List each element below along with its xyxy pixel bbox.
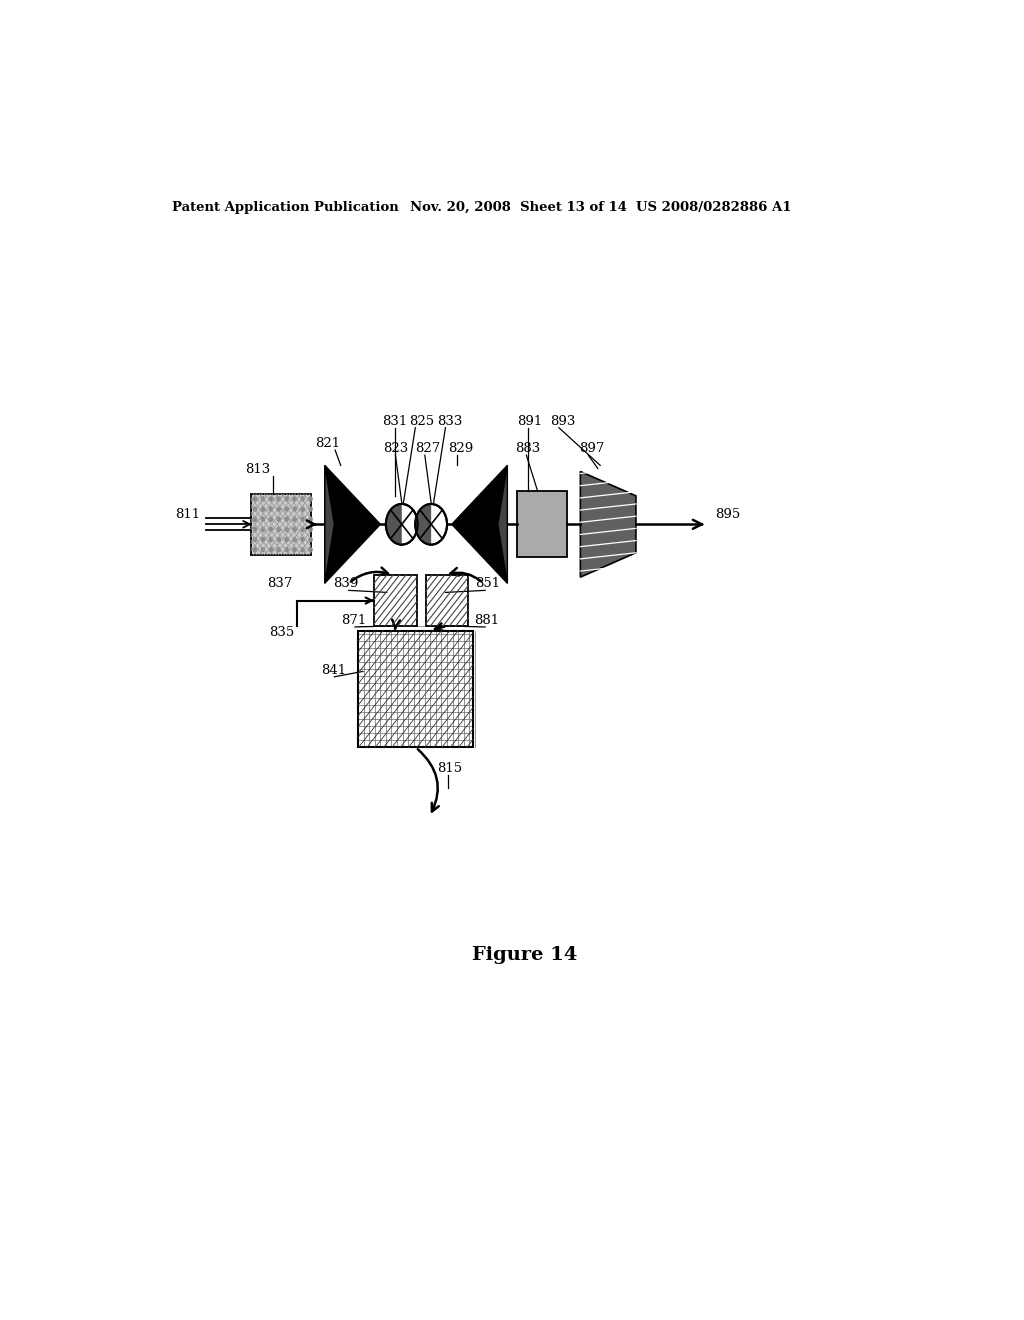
Circle shape: [285, 528, 289, 532]
Circle shape: [269, 507, 272, 511]
Circle shape: [285, 537, 289, 541]
Bar: [251, 494, 310, 554]
Text: 811: 811: [176, 508, 201, 521]
Polygon shape: [498, 466, 507, 583]
Circle shape: [309, 528, 312, 532]
Text: 883: 883: [515, 442, 541, 455]
Polygon shape: [581, 471, 636, 577]
Circle shape: [293, 537, 296, 541]
Text: 871: 871: [341, 614, 366, 627]
Circle shape: [278, 548, 281, 552]
Circle shape: [253, 496, 257, 500]
Text: US 2008/0282886 A1: US 2008/0282886 A1: [636, 201, 792, 214]
Bar: [517, 491, 567, 557]
Circle shape: [253, 517, 257, 521]
Circle shape: [285, 548, 289, 552]
Circle shape: [285, 517, 289, 521]
Polygon shape: [325, 466, 380, 583]
Circle shape: [269, 548, 272, 552]
Circle shape: [293, 507, 296, 511]
Text: 851: 851: [475, 577, 501, 590]
Circle shape: [278, 528, 281, 532]
Text: 881: 881: [474, 614, 499, 627]
Text: 897: 897: [579, 442, 604, 455]
Circle shape: [261, 537, 264, 541]
Text: 839: 839: [333, 577, 358, 590]
Circle shape: [301, 548, 304, 552]
Text: Patent Application Publication: Patent Application Publication: [172, 201, 398, 214]
Text: 829: 829: [447, 442, 473, 455]
Circle shape: [285, 496, 289, 500]
Circle shape: [278, 507, 281, 511]
Circle shape: [301, 528, 304, 532]
Polygon shape: [325, 466, 334, 583]
Circle shape: [261, 496, 264, 500]
Circle shape: [386, 504, 418, 545]
Polygon shape: [386, 504, 401, 545]
Text: 813: 813: [246, 462, 270, 475]
Bar: [358, 631, 473, 747]
Text: 837: 837: [267, 577, 292, 590]
Circle shape: [261, 528, 264, 532]
Text: Nov. 20, 2008  Sheet 13 of 14: Nov. 20, 2008 Sheet 13 of 14: [410, 201, 627, 214]
Text: 815: 815: [437, 763, 463, 775]
Polygon shape: [452, 466, 507, 583]
Circle shape: [301, 537, 304, 541]
Text: 823: 823: [384, 442, 409, 455]
Polygon shape: [416, 504, 431, 545]
Circle shape: [269, 528, 272, 532]
Text: 825: 825: [409, 414, 434, 428]
Circle shape: [261, 517, 264, 521]
Circle shape: [309, 548, 312, 552]
Circle shape: [278, 517, 281, 521]
Circle shape: [285, 507, 289, 511]
Text: 821: 821: [315, 437, 340, 450]
Circle shape: [261, 507, 264, 511]
Text: 827: 827: [416, 442, 440, 455]
Circle shape: [293, 528, 296, 532]
Circle shape: [269, 496, 272, 500]
Circle shape: [261, 548, 264, 552]
Circle shape: [309, 537, 312, 541]
Text: 841: 841: [321, 664, 346, 677]
Bar: [426, 576, 468, 626]
Circle shape: [309, 507, 312, 511]
Circle shape: [293, 517, 296, 521]
Text: Figure 14: Figure 14: [472, 946, 578, 964]
Text: 893: 893: [550, 414, 575, 428]
Circle shape: [253, 507, 257, 511]
Text: 895: 895: [715, 508, 740, 521]
Circle shape: [253, 548, 257, 552]
Text: 833: 833: [437, 414, 463, 428]
Circle shape: [253, 528, 257, 532]
Circle shape: [309, 517, 312, 521]
Circle shape: [253, 537, 257, 541]
Circle shape: [309, 496, 312, 500]
Circle shape: [301, 496, 304, 500]
Circle shape: [301, 517, 304, 521]
Circle shape: [293, 548, 296, 552]
Circle shape: [269, 517, 272, 521]
Bar: [374, 576, 417, 626]
Circle shape: [293, 496, 296, 500]
Circle shape: [301, 507, 304, 511]
Circle shape: [416, 504, 447, 545]
Circle shape: [278, 537, 281, 541]
Text: 891: 891: [517, 414, 542, 428]
Text: 835: 835: [269, 626, 295, 639]
Circle shape: [269, 537, 272, 541]
Text: 831: 831: [382, 414, 408, 428]
Circle shape: [278, 496, 281, 500]
